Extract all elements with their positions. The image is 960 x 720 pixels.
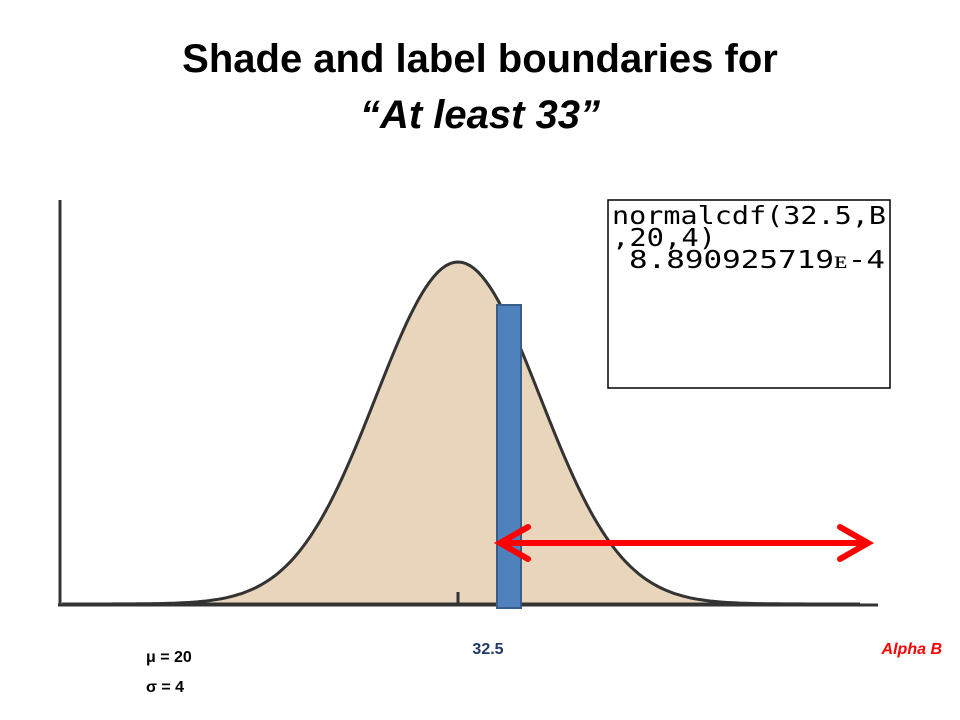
calc-line: ,20,4) [612, 223, 716, 252]
arrow [493, 524, 875, 562]
title-line1: Shade and label boundaries for [182, 37, 778, 81]
normal-curve [62, 260, 860, 606]
boundary-bar [496, 304, 522, 609]
title-line2: “At least 33” [360, 93, 600, 137]
mean-label: μ = 20 [146, 649, 192, 666]
calc-line: normalcdf(32.5,B [612, 201, 886, 230]
boundary-label: 32.5 [472, 641, 503, 658]
upper-label: Alpha B [881, 641, 942, 658]
calc-result: 8.890925719ᴇ-4 [629, 245, 885, 274]
sd-label: σ = 4 [146, 679, 184, 696]
calculator-screen [607, 199, 891, 389]
